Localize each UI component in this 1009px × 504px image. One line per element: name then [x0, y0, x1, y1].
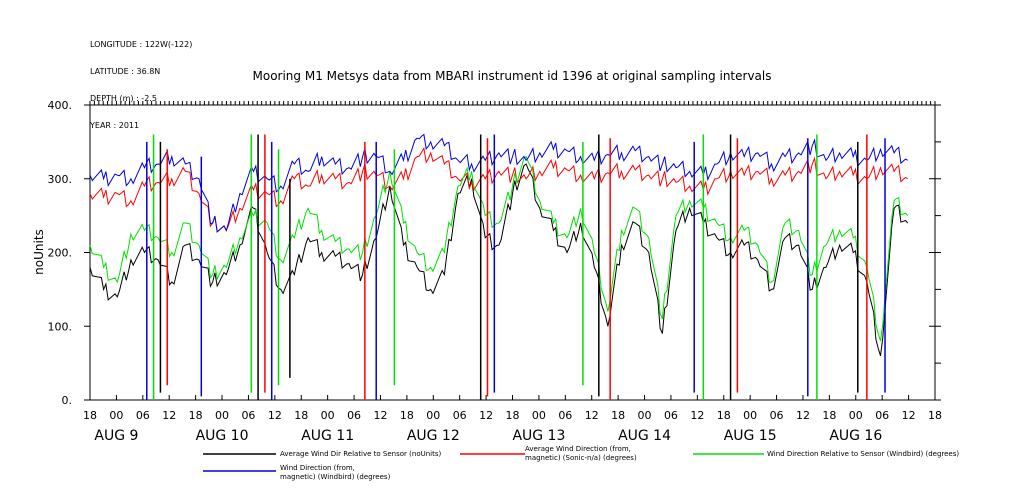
y-tick-label: 0. — [62, 394, 73, 407]
x-tick-label: 12 — [585, 409, 599, 422]
x-tick-label: 12 — [902, 409, 916, 422]
legend: Average Wind Dir Relative to Sensor (noU… — [203, 445, 959, 481]
x-tick-label: 12 — [373, 409, 387, 422]
x-tick-label: 18 — [611, 409, 625, 422]
x-tick-label: 18 — [294, 409, 308, 422]
y-axis: 0. 100. 200. 300. 400. — [48, 99, 941, 407]
legend-label: Wind Direction Relative to Sensor (Windb… — [767, 450, 959, 458]
x-tick-label: 06 — [664, 409, 678, 422]
x-tick-label: 18 — [928, 409, 942, 422]
x-tick-label: 06 — [136, 409, 150, 422]
x-tick-label: 18 — [822, 409, 836, 422]
chart-title: Mooring M1 Metsys data from MBARI instru… — [253, 69, 772, 83]
legend-label: Average Wind Direction (from, — [525, 445, 631, 453]
legend-label: magnetic) (Windbird) (degrees) — [280, 473, 391, 481]
x-tick-label: 00 — [215, 409, 229, 422]
legend-label: Average Wind Dir Relative to Sensor (noU… — [280, 450, 441, 458]
x-day-label: AUG 12 — [407, 428, 460, 444]
x-tick-label: 00 — [638, 409, 652, 422]
x-tick-label: 06 — [770, 409, 784, 422]
x-day-label: AUG 16 — [829, 428, 882, 444]
x-tick-label: 12 — [690, 409, 704, 422]
x-tick-label: 06 — [453, 409, 467, 422]
year-label: YEAR : 2011 — [90, 121, 140, 130]
x-tick-label: 12 — [268, 409, 282, 422]
x-tick-label: 06 — [241, 409, 255, 422]
x-day-label: AUG 10 — [196, 428, 249, 444]
series-line — [89, 146, 908, 233]
x-tick-label: 00 — [532, 409, 546, 422]
x-tick-label: 12 — [162, 409, 176, 422]
x-tick-label: 12 — [479, 409, 493, 422]
legend-label: magnetic) (Sonic-n/a) (degrees) — [525, 454, 637, 462]
x-tick-label: 18 — [400, 409, 414, 422]
x-tick-label: 06 — [558, 409, 572, 422]
x-tick-label: 18 — [83, 409, 97, 422]
x-tick-label: 06 — [347, 409, 361, 422]
depth-label: DEPTH (m) : -2.5 — [90, 94, 157, 103]
x-tick-label: 00 — [109, 409, 123, 422]
x-tick-label: 12 — [796, 409, 810, 422]
x-tick-label: 00 — [743, 409, 757, 422]
series-line — [89, 133, 908, 233]
x-tick-label: 00 — [849, 409, 863, 422]
x-day-label: AUG 11 — [301, 428, 354, 444]
series-line — [89, 155, 909, 342]
y-tick-label: 300. — [48, 173, 73, 186]
y-tick-label: 400. — [48, 99, 73, 112]
series-layer — [89, 133, 909, 356]
y-tick-label: 100. — [48, 320, 73, 333]
y-axis-label: noUnits — [32, 229, 46, 275]
x-tick-label: 00 — [426, 409, 440, 422]
series-line — [89, 163, 909, 356]
x-tick-label: 00 — [321, 409, 335, 422]
x-tick-label: 18 — [189, 409, 203, 422]
x-day-label: AUG 9 — [94, 428, 138, 444]
x-tick-label: 06 — [875, 409, 889, 422]
y-tick-label: 200. — [48, 247, 73, 260]
dropout-layer — [146, 134, 886, 400]
metadata-block: LONGITUDE : 122W(-122) LATITUDE : 36.8N … — [90, 22, 192, 139]
latitude-label: LATITUDE : 36.8N — [90, 67, 161, 76]
x-tick-label: 18 — [506, 409, 520, 422]
x-day-label: AUG 14 — [618, 428, 671, 444]
legend-label: Wind Direction (from, — [280, 464, 355, 472]
x-axis: 18 00 06 12 18 00 06 12 18 00 06 12 18 00 06 12 18 00 06 12… — [83, 101, 942, 444]
longitude-label: LONGITUDE : 122W(-122) — [90, 40, 193, 49]
x-day-label: AUG 15 — [724, 428, 777, 444]
x-day-label: AUG 13 — [512, 428, 565, 444]
x-tick-label: 18 — [717, 409, 731, 422]
